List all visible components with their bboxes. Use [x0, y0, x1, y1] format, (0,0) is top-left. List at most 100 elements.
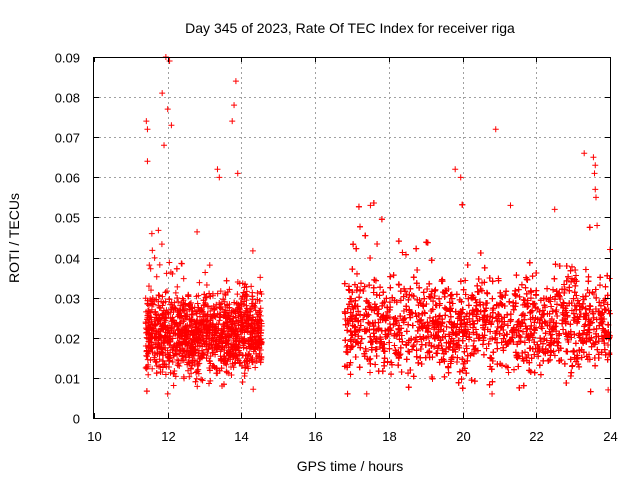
data-point	[153, 370, 160, 377]
data-point	[447, 360, 454, 367]
data-point	[182, 313, 189, 320]
data-point	[153, 329, 160, 336]
data-point	[441, 373, 448, 380]
data-point	[461, 348, 468, 355]
data-point	[606, 310, 613, 317]
data-point	[437, 337, 444, 344]
data-point	[247, 334, 254, 341]
data-point	[252, 346, 259, 353]
data-point	[377, 284, 384, 291]
data-point	[604, 321, 611, 328]
data-point	[220, 296, 227, 303]
data-point	[405, 384, 412, 391]
data-point	[166, 358, 173, 365]
data-point	[367, 355, 374, 362]
data-point	[366, 282, 373, 289]
data-point	[188, 311, 195, 318]
data-point	[594, 346, 601, 353]
data-point	[567, 321, 574, 328]
data-point	[194, 383, 201, 390]
data-point	[196, 279, 203, 286]
data-point	[507, 311, 514, 318]
data-point	[228, 341, 235, 348]
data-point	[206, 358, 213, 365]
data-point	[391, 342, 398, 349]
data-point	[196, 355, 203, 362]
data-point	[254, 330, 261, 337]
data-point	[428, 288, 435, 295]
data-point	[155, 292, 162, 299]
data-point	[169, 335, 176, 342]
data-point	[224, 340, 231, 347]
data-point	[367, 360, 374, 367]
data-point	[172, 305, 179, 312]
data-point	[185, 293, 192, 300]
data-point	[181, 316, 188, 323]
data-point	[221, 353, 228, 360]
data-point	[519, 328, 526, 335]
data-point	[464, 357, 471, 364]
data-point	[230, 315, 237, 322]
data-point	[424, 285, 431, 292]
data-point	[207, 323, 214, 330]
data-point	[589, 289, 596, 296]
data-point	[146, 262, 153, 269]
data-point	[497, 293, 504, 300]
data-point	[475, 335, 482, 342]
data-point	[218, 365, 225, 372]
data-point	[172, 350, 179, 357]
data-point	[241, 293, 248, 300]
data-point	[543, 295, 550, 302]
data-point	[147, 357, 154, 364]
data-point	[157, 333, 164, 340]
data-point	[527, 287, 534, 294]
data-point	[382, 316, 389, 323]
data-point	[158, 298, 165, 305]
data-point	[187, 301, 194, 308]
data-point	[517, 323, 524, 330]
data-point	[424, 239, 431, 246]
data-point	[468, 350, 475, 357]
data-point	[555, 347, 562, 354]
data-point	[226, 304, 233, 311]
data-point	[164, 288, 171, 295]
data-point	[206, 262, 213, 269]
data-point	[460, 286, 467, 293]
data-point	[521, 312, 528, 319]
data-point	[397, 313, 404, 320]
data-point	[471, 337, 478, 344]
data-point	[426, 354, 433, 361]
data-point	[462, 277, 469, 284]
data-point	[413, 334, 420, 341]
data-point	[251, 319, 258, 326]
data-point	[523, 331, 530, 338]
data-point	[253, 357, 260, 364]
data-point	[355, 327, 362, 334]
data-point	[209, 350, 216, 357]
data-point	[149, 247, 156, 254]
data-point	[156, 261, 163, 268]
data-point	[195, 361, 202, 368]
data-point	[563, 277, 570, 284]
data-point	[234, 343, 241, 350]
data-point	[183, 340, 190, 347]
data-point	[581, 314, 588, 321]
data-point	[570, 295, 577, 302]
data-point	[181, 348, 188, 355]
data-point	[502, 292, 509, 299]
data-point	[230, 354, 237, 361]
data-point	[156, 292, 163, 299]
data-point	[175, 298, 182, 305]
data-point	[352, 297, 359, 304]
data-point	[353, 270, 360, 277]
data-point	[207, 353, 214, 360]
data-point	[203, 355, 210, 362]
data-point	[254, 290, 261, 297]
data-point	[595, 308, 602, 315]
data-point	[357, 280, 364, 287]
data-point	[426, 280, 433, 287]
data-point	[250, 386, 257, 393]
data-point	[494, 324, 501, 331]
data-point	[192, 378, 199, 385]
data-point	[196, 307, 203, 314]
